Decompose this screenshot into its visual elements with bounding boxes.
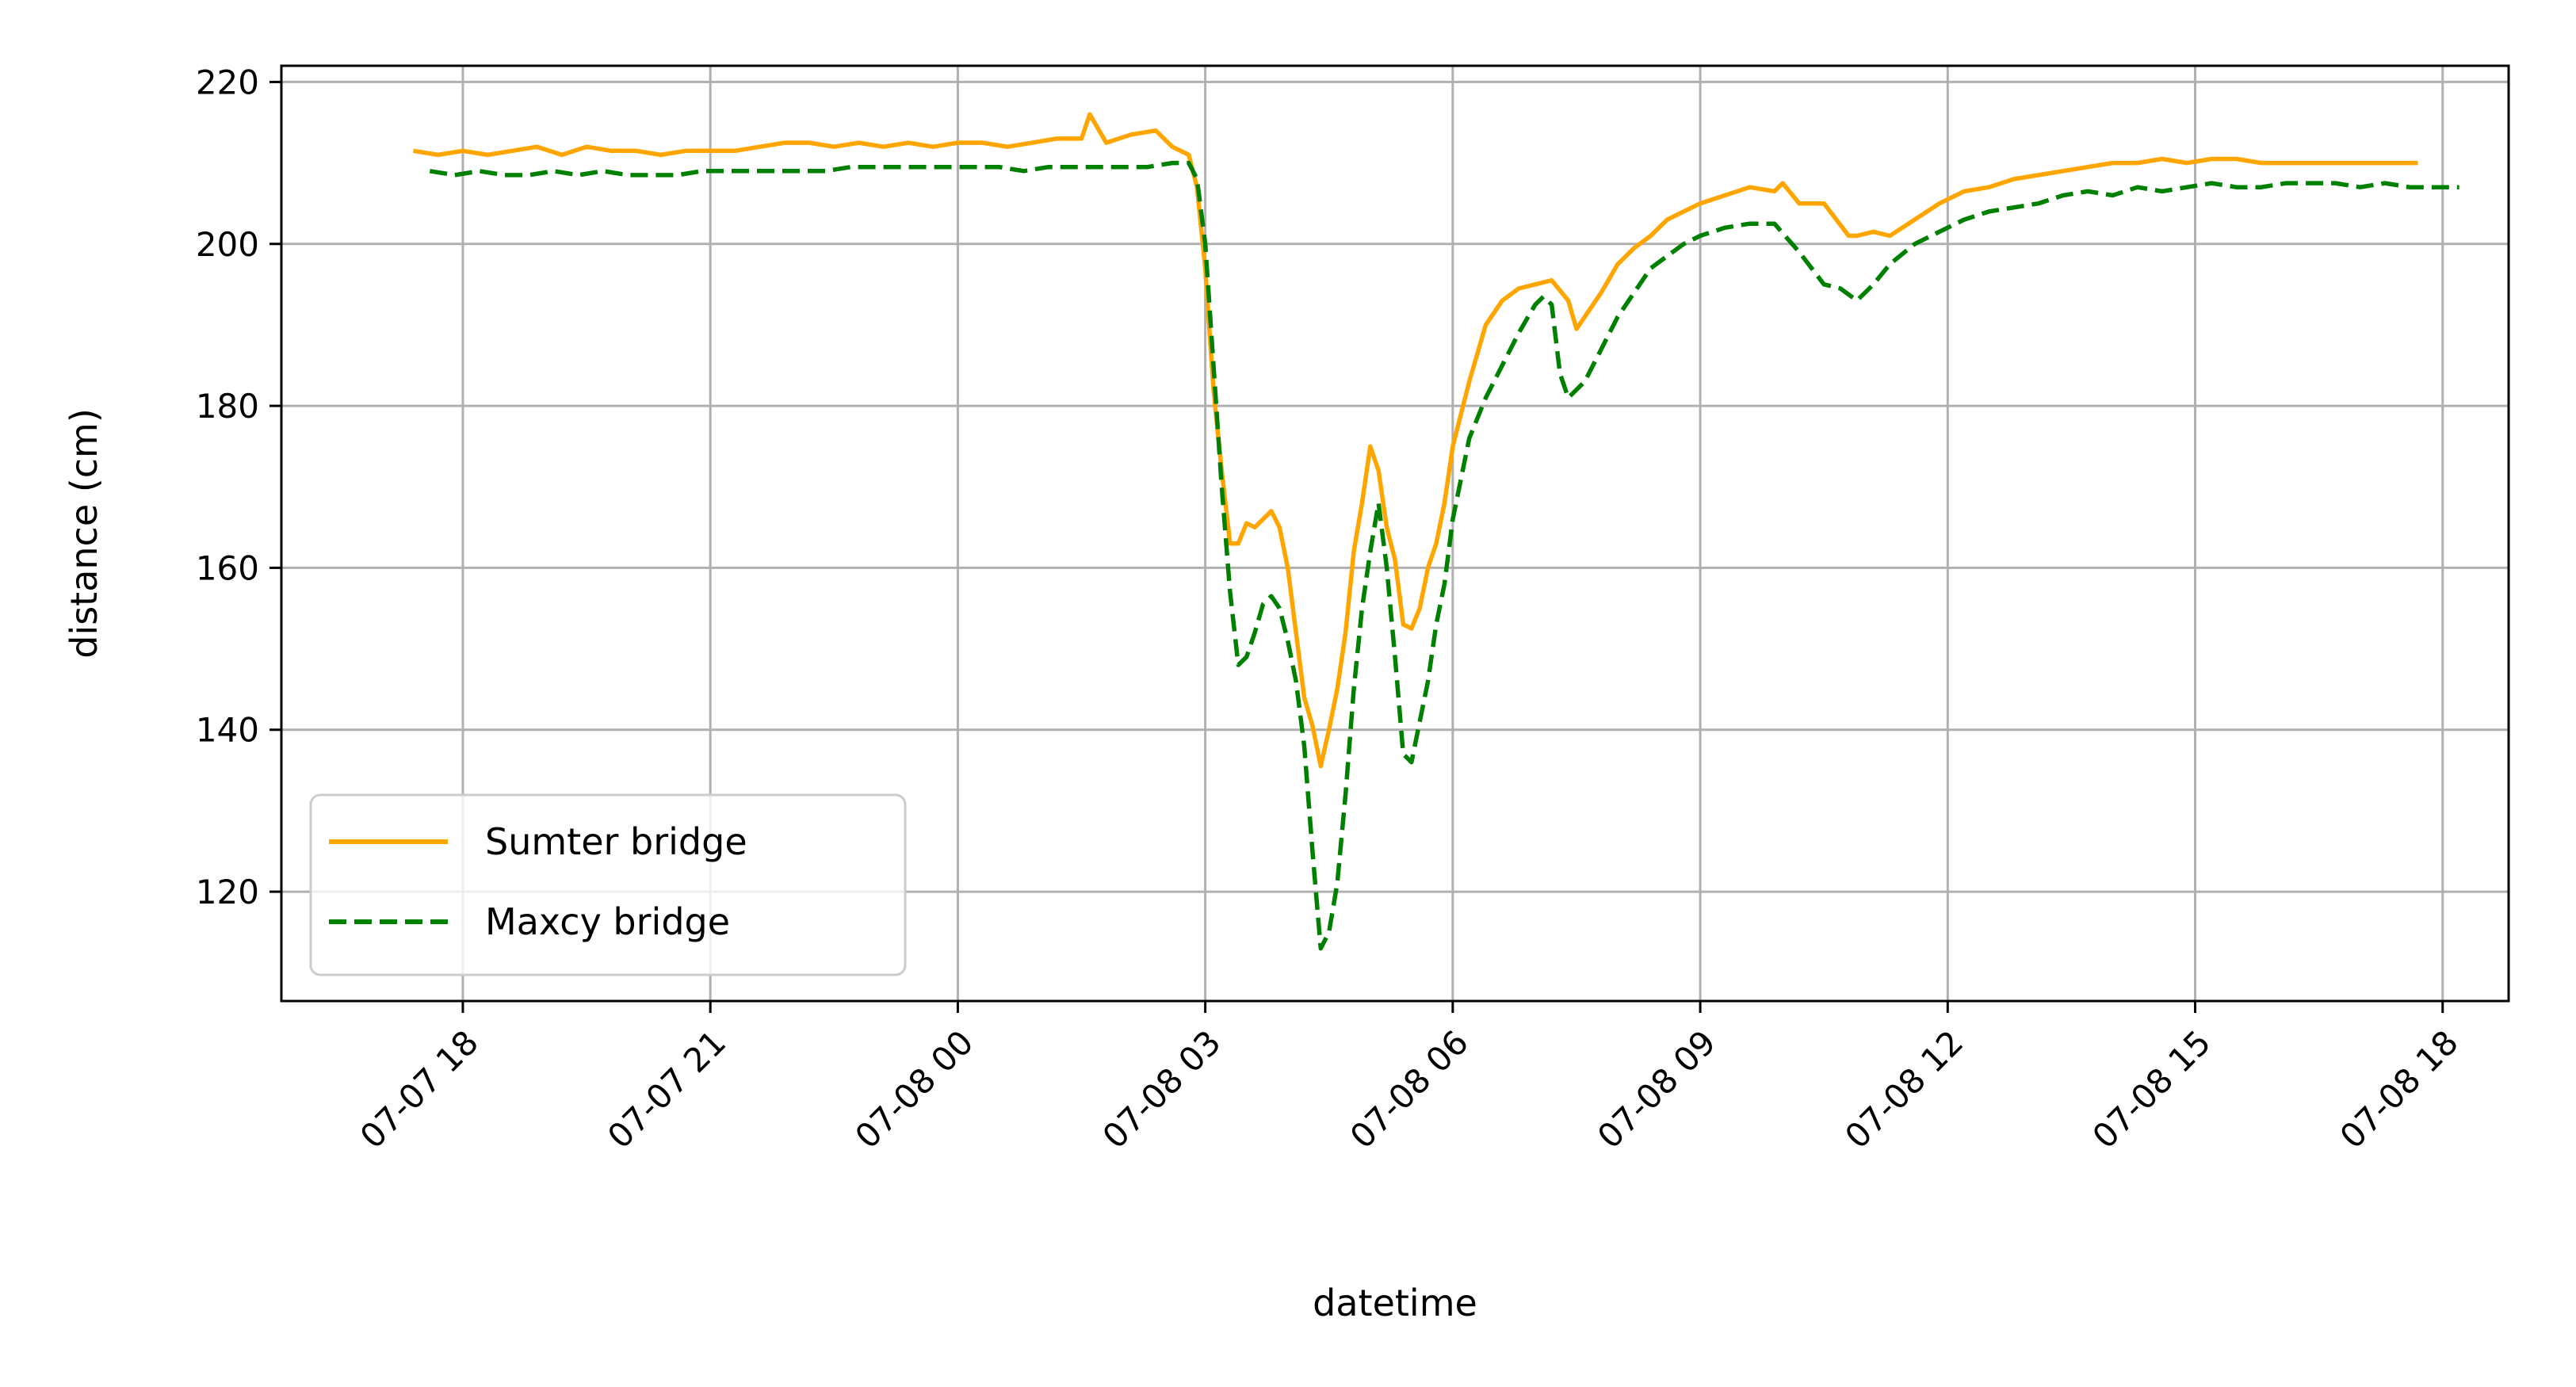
y-tick-label: 140 xyxy=(196,711,259,750)
y-axis-label: distance (cm) xyxy=(63,408,105,659)
grid-lines xyxy=(281,66,2509,1001)
x-tick-label: 07-07 21 xyxy=(600,1022,733,1156)
series-layer xyxy=(413,112,2459,951)
x-tick-label: 07-07 18 xyxy=(353,1022,486,1156)
maxcy-bridge-line xyxy=(429,160,2459,951)
x-tick-label: 07-08 06 xyxy=(1343,1022,1476,1156)
x-tick-label: 07-08 03 xyxy=(1095,1022,1229,1156)
legend-label-maxcy: Maxcy bridge xyxy=(485,900,730,943)
y-tick-label: 200 xyxy=(196,225,259,264)
x-tick-label: 07-08 15 xyxy=(2085,1022,2218,1156)
y-tick-label: 120 xyxy=(196,873,259,911)
legend-label-sumter: Sumter bridge xyxy=(485,820,747,863)
y-tick-label: 160 xyxy=(196,548,259,587)
x-tick-label: 07-08 09 xyxy=(1590,1022,1723,1156)
y-axis: 120 140 160 180 200 220 xyxy=(196,63,281,911)
x-axis: 07-07 18 07-07 21 07-08 00 07-08 03 07-08 06… xyxy=(353,1001,2466,1156)
x-axis-label: datetime xyxy=(1313,1282,1477,1324)
legend-box xyxy=(309,793,907,976)
legend: Sumter bridge Maxcy bridge xyxy=(309,793,907,976)
y-tick-label: 220 xyxy=(196,63,259,101)
plot-frame xyxy=(280,64,2510,1003)
y-tick-label: 180 xyxy=(196,387,259,426)
sumter-bridge-line xyxy=(413,112,2418,769)
x-tick-label: 07-08 00 xyxy=(847,1022,980,1156)
x-tick-label: 07-08 18 xyxy=(2333,1022,2466,1156)
x-tick-label: 07-08 12 xyxy=(1837,1022,1970,1156)
